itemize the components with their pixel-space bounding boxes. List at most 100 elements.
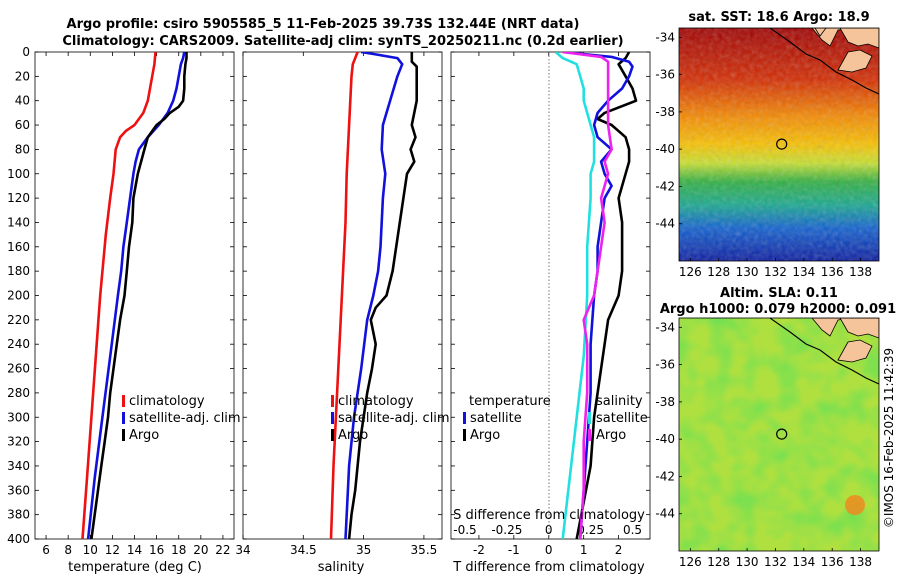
- lon-tick-label: 132: [764, 555, 787, 569]
- lat-tick-label: -44: [655, 217, 675, 231]
- x-tick-label: 12: [105, 543, 120, 557]
- lon-tick-label: 134: [792, 555, 815, 569]
- depth-tick-label: 240: [7, 337, 30, 351]
- legend-swatch-argo: [122, 429, 125, 441]
- land-area-east: [839, 28, 879, 49]
- legend-swatch-temp-satellite: [463, 412, 466, 424]
- depth-tick-label: 140: [7, 215, 30, 229]
- lat-tick-label: -40: [655, 432, 675, 446]
- depth-tick-label: 280: [7, 386, 30, 400]
- depth-tick-label: 340: [7, 459, 30, 473]
- series-line-satellite-adj-clim: [86, 52, 186, 539]
- depth-tick-label: 0: [22, 45, 30, 59]
- lat-tick-label: -38: [655, 395, 675, 409]
- depth-tick-label: 120: [7, 191, 30, 205]
- depth-tick-label: 320: [7, 435, 30, 449]
- lon-tick-label: 136: [821, 555, 844, 569]
- salinity-legend: climatology satellite-adj. clim Argo: [331, 394, 450, 443]
- legend-swatch-argo: [331, 429, 334, 441]
- lat-tick-label: -34: [655, 320, 675, 334]
- lat-tick-label: -36: [655, 358, 675, 372]
- series-line-satellite-adj-clim: [344, 52, 404, 539]
- series-line-argo: [347, 52, 419, 539]
- x-tick-label: 20: [193, 543, 208, 557]
- x-tick-label: 2: [615, 543, 623, 557]
- x-tick-label: 22: [215, 543, 230, 557]
- sst-map: sat. SST: 18.6 Argo: 18.9 126 128 130 132 13…: [655, 10, 880, 279]
- depth-tick-label: 160: [7, 240, 30, 254]
- depth-tick-label: 100: [7, 167, 30, 181]
- depth-tick-label: 80: [15, 142, 30, 156]
- legend-heading-temperature: temperature: [469, 394, 551, 409]
- legend-label-sal-satellite: satellite: [596, 411, 648, 426]
- legend-label-temp-satellite: satellite: [470, 411, 522, 426]
- legend-label-satellite-adj: satellite-adj. clim: [129, 411, 241, 426]
- s-difference-tick-label: 0.25: [577, 523, 604, 537]
- legend-label-climatology: climatology: [338, 394, 414, 409]
- series-line-salinity-satellite: [562, 52, 634, 539]
- lon-tick-label: 130: [736, 265, 759, 279]
- x-tick-label: 35: [356, 543, 371, 557]
- temperature-panel: 0 20 40 60 80 100 120 140 160 180 200 220 240 260 280 3…: [7, 45, 241, 575]
- imos-credit: ©IMOS 16-Feb-2025 11:42:39: [882, 348, 896, 528]
- depth-tick-label: 380: [7, 508, 30, 522]
- depth-tick-label: 260: [7, 362, 30, 376]
- depth-tick-label: 40: [15, 94, 30, 108]
- figure-title-line2: Climatology: CARS2009. Satellite-adj cli…: [62, 34, 623, 49]
- x-tick-label: 34: [235, 543, 250, 557]
- sst-map-frame: [678, 27, 880, 262]
- salinity-xlabel: salinity: [318, 560, 365, 575]
- land-area: [811, 28, 853, 47]
- lat-tick-label: -34: [655, 30, 675, 44]
- depth-tick-label: 360: [7, 483, 30, 497]
- sla-map-subtitle: Argo h1000: 0.079 h2000: 0.091: [660, 302, 896, 317]
- depth-tick-label: 300: [7, 410, 30, 424]
- argo-position-marker: [776, 138, 788, 150]
- difference-legend-temperature: temperature satellite Argo: [463, 394, 551, 443]
- land-area-east: [839, 318, 879, 339]
- difference-axes-frame: [450, 51, 651, 540]
- s-difference-label: S difference from climatology: [453, 508, 645, 523]
- lat-tick-label: -42: [655, 469, 675, 483]
- series-line-climatology: [329, 52, 359, 539]
- legend-label-satellite-adj: satellite-adj. clim: [338, 411, 450, 426]
- x-tick-label: 8: [64, 543, 72, 557]
- x-tick-label: 35.5: [411, 543, 438, 557]
- lon-tick-label: 136: [821, 265, 844, 279]
- lon-tick-label: 126: [679, 265, 702, 279]
- sla-map-title: Altim. SLA: 0.11: [720, 286, 838, 301]
- legend-swatch-satellite-adj: [331, 412, 334, 424]
- x-tick-label: 16: [149, 543, 164, 557]
- x-tick-label: 6: [42, 543, 50, 557]
- series-line-salinity-argo: [562, 52, 613, 539]
- sla-map: Altim. SLA: 0.11 Argo h1000: 0.079 h2000…: [655, 286, 896, 569]
- legend-label-temp-argo: Argo: [470, 428, 500, 443]
- t-difference-xlabel: T difference from climatology: [452, 560, 645, 575]
- legend-swatch-temp-argo: [463, 429, 466, 441]
- legend-swatch-sal-satellite: [588, 412, 591, 424]
- figure-title-line1: Argo profile: csiro 5905585_5 11-Feb-202…: [67, 17, 580, 32]
- depth-tick-label: 200: [7, 289, 30, 303]
- legend-swatch-climatology: [331, 395, 334, 407]
- land-island: [837, 49, 873, 73]
- difference-panel: -2 -1 0 1 2 -0.5 -0.25 0 0.25 0.5 S difference f…: [450, 51, 651, 575]
- lon-tick-label: 138: [849, 555, 872, 569]
- lon-tick-label: 132: [764, 265, 787, 279]
- legend-label-climatology: climatology: [129, 394, 205, 409]
- depth-tick-label: 20: [15, 69, 30, 83]
- land-area: [811, 318, 853, 337]
- depth-tick-label: 60: [15, 118, 30, 132]
- lon-tick-label: 130: [736, 555, 759, 569]
- legend-swatch-climatology: [122, 395, 125, 407]
- legend-swatch-satellite-adj: [122, 412, 125, 424]
- shelf-contour: [769, 318, 879, 385]
- lat-tick-label: -40: [655, 142, 675, 156]
- legend-label-argo: Argo: [338, 428, 368, 443]
- x-tick-label: -1: [508, 543, 520, 557]
- depth-tick-label: 400: [7, 532, 30, 546]
- lon-tick-label: 134: [792, 265, 815, 279]
- x-tick-label: 1: [580, 543, 588, 557]
- s-difference-tick-label: -0.5: [453, 523, 476, 537]
- salinity-panel: 34 34.5 35 35.5 salinity climatology satell…: [235, 51, 450, 575]
